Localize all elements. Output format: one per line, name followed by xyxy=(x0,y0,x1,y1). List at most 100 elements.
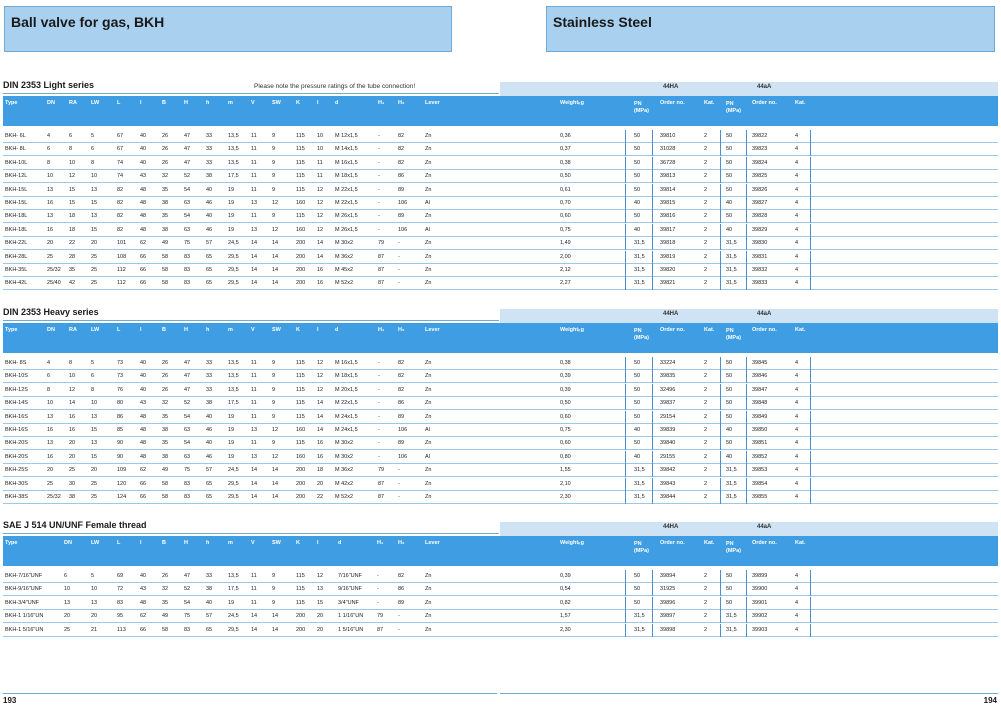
column-header: l xyxy=(317,327,319,333)
table-cell: M 26x1,5 xyxy=(335,213,358,220)
table-cell: 9 xyxy=(272,173,276,180)
table-cell: 12 xyxy=(317,373,324,380)
column-header: d xyxy=(338,540,342,546)
table-cell: 4 xyxy=(795,173,799,180)
table-row: BKH-18L 13 18 13 82 48 35 54 40 19 11 9 115 12 M 26x1,… xyxy=(3,210,998,224)
column-divider xyxy=(652,250,653,264)
table-cell: 31,5 xyxy=(726,253,737,260)
table-cell: 50 xyxy=(634,186,641,193)
table-cell: 35 xyxy=(162,440,169,447)
table-cell: 48 xyxy=(140,186,147,193)
table-cell: 25/32 xyxy=(47,267,61,273)
table-cell: M 30x2 xyxy=(335,453,354,460)
table-cell: 39830 xyxy=(752,240,768,247)
table-cell: 87 xyxy=(378,253,385,260)
table-cell: 2 xyxy=(704,200,708,206)
table-cell: - xyxy=(377,599,379,606)
table-cell: BKH-1 5/16"UN xyxy=(5,626,44,633)
table-cell: 1 5/16"UN xyxy=(338,626,364,633)
column-divider xyxy=(810,464,811,478)
column-header: B xyxy=(162,100,166,106)
table-cell: 39894 xyxy=(660,573,676,579)
table-cell: 66 xyxy=(140,480,147,487)
table-cell: 10 xyxy=(69,373,76,380)
table-cell: 38 xyxy=(162,200,169,206)
table-cell: 31,5 xyxy=(726,494,737,500)
table-cell: 86 xyxy=(117,413,124,420)
table-cell: 38 xyxy=(206,400,213,407)
table-cell: 115 xyxy=(296,360,305,366)
table-cell: 20 xyxy=(317,480,324,487)
table-cell: 75 xyxy=(184,467,191,474)
table-row: BKH-14S 10 14 10 80 43 32 52 38 17,5 11 9 115 14 M 22x… xyxy=(3,397,998,411)
table-cell: 39853 xyxy=(752,467,768,474)
table-cell: - xyxy=(398,253,400,260)
table-cell: 0,54 xyxy=(560,586,571,593)
table-cell: 20 xyxy=(317,626,324,633)
table-cell: 50 xyxy=(726,173,733,180)
table-cell: - xyxy=(377,586,379,593)
table-cell: 14 xyxy=(272,240,279,247)
table-cell: 20 xyxy=(47,240,54,247)
column-header: Weightₖg xyxy=(560,327,584,333)
table-cell: 40 xyxy=(206,440,213,447)
table-cell: 14 xyxy=(251,494,258,500)
table-cell: 50 xyxy=(726,186,733,193)
table-cell: 22 xyxy=(317,494,324,500)
pressure-note: Please note the pressure ratings of the … xyxy=(254,83,416,90)
table-cell: 79 xyxy=(378,467,385,474)
table-cell: 72 xyxy=(117,586,124,593)
table-cell: 39903 xyxy=(752,626,768,633)
table-cell: 2,27 xyxy=(560,280,571,287)
table-cell: 115 xyxy=(296,386,305,393)
column-header: Type xyxy=(5,100,18,106)
table-cell: 0,60 xyxy=(560,413,571,420)
table-cell: - xyxy=(398,626,400,633)
table-cell: - xyxy=(398,267,400,273)
table-cell: - xyxy=(398,480,400,487)
column-header: m xyxy=(228,100,233,106)
column-divider xyxy=(652,437,653,451)
section-rule xyxy=(3,533,499,534)
table-cell: 50 xyxy=(726,159,733,166)
table-cell: 39832 xyxy=(752,267,768,273)
table-cell: 115 xyxy=(296,599,305,606)
column-header: Type xyxy=(5,327,18,333)
column-divider xyxy=(746,357,747,370)
table-cell: 50 xyxy=(726,440,733,447)
table-cell: 40 xyxy=(206,599,213,606)
column-header: Kat. xyxy=(704,540,715,546)
table-cell: - xyxy=(378,200,380,206)
table-cell: 39848 xyxy=(752,400,768,407)
table-cell: 52 xyxy=(184,173,191,180)
table-cell: 2 xyxy=(704,267,708,273)
table-cell: 15 xyxy=(317,599,324,606)
table-cell: Zn xyxy=(425,267,432,273)
column-divider xyxy=(720,143,721,157)
table-cell: 82 xyxy=(117,213,124,220)
table-row: BKH-1 5/16"UN 25 21 113 66 58 83 65 29,5 14 14 200 2… xyxy=(3,623,998,637)
table-cell: 9 xyxy=(272,146,276,153)
column-header: Order no. xyxy=(660,100,685,106)
table-cell: 50 xyxy=(726,133,733,139)
table-cell: 36728 xyxy=(660,159,676,166)
table-cell: 14 xyxy=(251,253,258,260)
table-cell: 11 xyxy=(251,186,257,193)
column-header: K xyxy=(296,100,300,106)
group-label-44aa: 44aA xyxy=(757,311,772,317)
table-cell: - xyxy=(378,440,380,447)
table-cell: 2 xyxy=(704,146,708,153)
group-label-44ha: 44HA xyxy=(663,84,679,90)
table-cell: 14 xyxy=(272,253,279,260)
column-divider xyxy=(746,383,747,397)
table-cell: BKH-14S xyxy=(5,400,28,407)
column-header: SW xyxy=(272,327,281,333)
table-cell: 12 xyxy=(69,386,76,393)
column-divider xyxy=(746,143,747,157)
column-divider xyxy=(720,130,721,143)
table-cell: 13 xyxy=(91,213,98,220)
table-cell: 83 xyxy=(184,267,191,273)
table-cell: Al xyxy=(425,453,430,460)
table-cell: BKH-3/4"UNF xyxy=(5,599,40,606)
table-cell: 2,30 xyxy=(560,494,571,500)
